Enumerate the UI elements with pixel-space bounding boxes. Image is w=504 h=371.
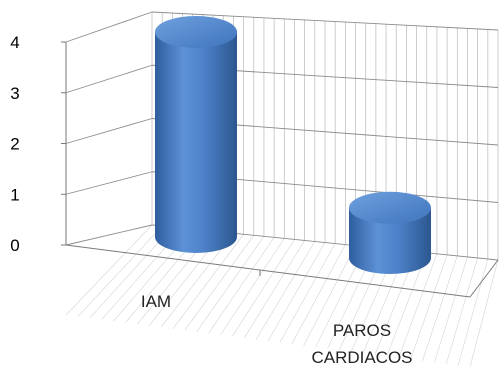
y-tick-label: 1 bbox=[10, 185, 19, 204]
floor-grid-line bbox=[422, 255, 458, 361]
y-tick-label: 2 bbox=[10, 135, 19, 154]
side-wall-line bbox=[65, 118, 153, 144]
side-wall-line bbox=[65, 11, 153, 43]
category-labels: IAM PAROS CARDIACOS bbox=[141, 292, 413, 367]
floor-grid-line bbox=[279, 243, 336, 343]
floor-grid-line bbox=[303, 245, 356, 346]
y-tick-label: 0 bbox=[10, 236, 19, 255]
floor-right-edge bbox=[469, 259, 499, 298]
floor-grid-line bbox=[220, 238, 285, 336]
floor-grid-line bbox=[196, 236, 265, 332]
floor-grid-line bbox=[291, 244, 346, 345]
y-tick-label: 3 bbox=[10, 84, 19, 103]
floor-grid-line bbox=[445, 257, 478, 365]
floor-grid-line bbox=[243, 240, 305, 339]
floor-grid-line bbox=[434, 256, 468, 363]
side-wall-line bbox=[65, 171, 153, 195]
floor-grid-line bbox=[172, 234, 244, 329]
floor-grid-line bbox=[77, 225, 163, 317]
x-axis-line bbox=[65, 244, 471, 298]
category-label: PAROS CARDIACOS bbox=[311, 321, 412, 367]
floor-grid-line bbox=[386, 252, 428, 357]
bar-top bbox=[155, 16, 237, 48]
category-label: IAM bbox=[141, 292, 171, 311]
bar-2 bbox=[349, 191, 431, 274]
bar-body bbox=[349, 207, 431, 274]
axes bbox=[61, 41, 499, 298]
bar-top bbox=[349, 191, 431, 224]
side-wall-line bbox=[65, 224, 153, 246]
floor-grid-line bbox=[255, 241, 316, 340]
floor-grid-line bbox=[184, 235, 255, 331]
bar-1 bbox=[155, 16, 237, 253]
floor-grid-line bbox=[469, 259, 499, 368]
bars bbox=[155, 16, 431, 274]
y-tick-labels: 0 1 2 3 4 bbox=[10, 33, 19, 255]
floor-grid-line bbox=[267, 242, 326, 342]
wall-grid bbox=[65, 11, 499, 261]
floor-grid bbox=[65, 224, 499, 368]
floor-grid-line bbox=[457, 258, 489, 366]
floor-grid-line bbox=[410, 254, 448, 360]
bar-body bbox=[155, 32, 237, 253]
floor-grid-line bbox=[398, 253, 438, 358]
side-wall-line bbox=[65, 64, 153, 94]
y-tick-label: 4 bbox=[10, 33, 19, 52]
floor-grid-line bbox=[65, 224, 153, 316]
wall-grid-hline bbox=[151, 11, 499, 31]
floor-grid-line bbox=[208, 237, 275, 334]
floor-grid-line bbox=[232, 239, 295, 337]
